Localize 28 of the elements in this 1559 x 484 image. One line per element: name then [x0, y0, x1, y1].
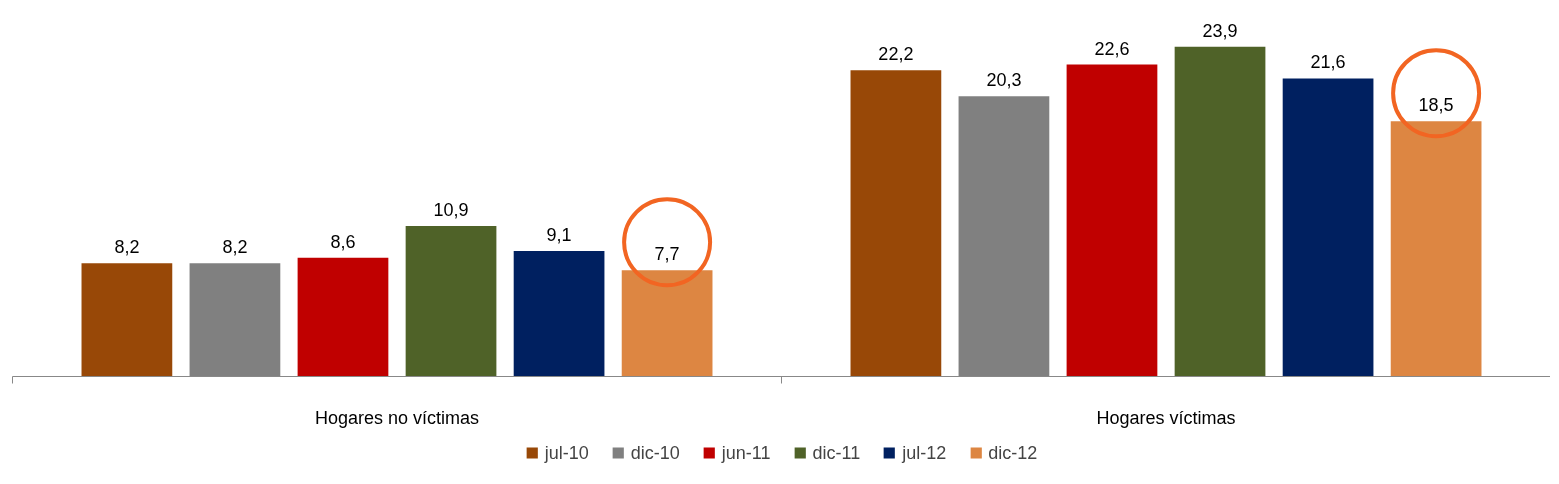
- data-label: 18,5: [1418, 95, 1454, 116]
- x-tick-label: Hogares víctimas: [1096, 407, 1236, 428]
- data-label: 8,2: [114, 237, 140, 258]
- x-tick-label: Hogares no víctimas: [314, 407, 480, 428]
- legend-label: dic-11: [812, 442, 861, 463]
- data-label: 20,3: [986, 70, 1022, 91]
- data-label: 8,2: [222, 237, 248, 258]
- data-label: 23,9: [1202, 20, 1238, 41]
- bar: [1282, 78, 1374, 377]
- legend-label: jul-10: [544, 442, 589, 463]
- data-label: 8,6: [330, 231, 356, 252]
- data-label: 10,9: [433, 200, 469, 221]
- bar: [81, 263, 173, 377]
- bar: [513, 250, 605, 377]
- legend-label: jul-12: [902, 442, 947, 463]
- legend-label: dic-10: [630, 442, 680, 463]
- bar: [1066, 64, 1158, 377]
- bar: [297, 257, 389, 377]
- data-label: 22,2: [878, 44, 914, 65]
- legend-label: dic-12: [988, 442, 1038, 463]
- legend-label: jun-11: [721, 442, 771, 463]
- bar: [1174, 46, 1266, 377]
- data-label: 7,7: [654, 244, 680, 265]
- bar: [405, 226, 497, 377]
- data-label: 21,6: [1310, 52, 1346, 73]
- bar: [850, 70, 942, 377]
- data-label: 9,1: [546, 224, 572, 245]
- data-label: 22,6: [1094, 38, 1130, 59]
